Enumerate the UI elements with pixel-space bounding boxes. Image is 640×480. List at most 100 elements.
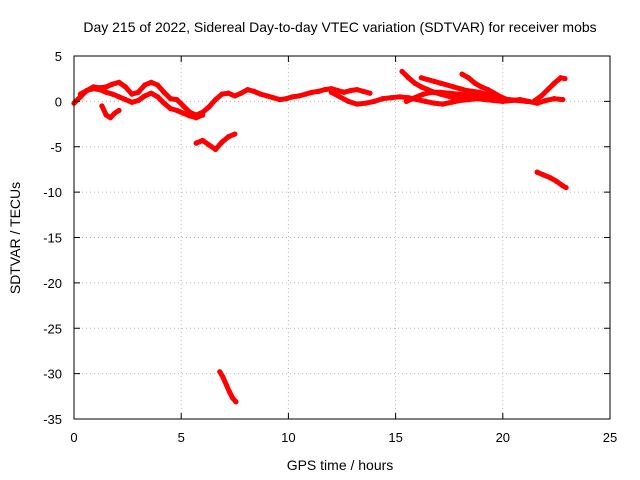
data-point [470,88,476,94]
data-point [388,95,394,101]
data-point [103,112,109,118]
data-point [429,89,435,95]
data-point [116,94,122,100]
data-point [540,172,547,178]
data-point [532,97,538,104]
data-point [212,96,219,103]
y-axis-label: SDTVAR / TECUs [7,182,23,294]
data-point [506,96,512,103]
y-tick-label: -20 [43,276,62,291]
data-point [142,93,148,99]
data-point [534,169,540,175]
data-point [219,91,225,97]
data-point [553,178,560,184]
y-tick-label: -25 [43,321,62,336]
data-point [371,98,377,104]
x-tick-label: 25 [603,430,617,445]
data-point [420,91,427,97]
x-tick-label: 5 [178,430,185,445]
data-point [217,369,223,375]
data-point [480,94,487,100]
data-point [103,84,109,90]
data-point [403,98,409,104]
data-point [457,96,463,102]
data-point [174,107,180,114]
data-point [563,184,569,191]
data-point [337,94,343,100]
data-point [233,399,239,405]
data-point [90,86,96,92]
y-tick-label: -15 [43,231,62,246]
data-point [232,131,238,137]
data-point [450,95,457,101]
data-point [423,98,429,104]
y-tick-label: -30 [43,367,62,382]
data-point [446,90,452,96]
data-point [431,78,437,85]
data-point [450,84,457,90]
data-point [367,90,373,96]
data-point [560,96,566,103]
data-point [219,139,225,145]
data-point [180,103,186,109]
data-point [418,84,424,90]
data-point [200,137,206,143]
y-tick-label: -5 [50,140,62,155]
data-point [245,86,251,93]
data-point [335,87,341,94]
chart-title: Day 215 of 2022, Sidereal Day-to-day VTE… [83,19,596,35]
data-point [116,107,122,114]
data-point [498,96,504,102]
data-point [440,101,446,107]
data-point [399,68,405,75]
data-point [448,99,454,105]
data-point [142,82,148,88]
data-point [328,89,334,95]
ticks [73,55,611,420]
data-point [225,90,231,96]
data-point [354,86,360,93]
grid [74,56,610,419]
data-point [463,96,469,103]
data-point [230,395,236,401]
data-point [238,90,244,96]
data-point [206,142,212,148]
data-point [463,92,469,98]
data-point [77,91,84,97]
data-point [425,76,431,83]
data-point [290,94,296,100]
data-point [347,87,354,94]
data-point [341,89,347,95]
data-point [155,82,161,88]
data-point [226,389,233,395]
x-tick-label: 0 [70,430,77,445]
data-point [309,89,315,95]
data-point [220,374,226,380]
x-tick-label: 15 [388,430,402,445]
data-point [491,90,497,96]
data-point [161,100,167,106]
data-point [223,381,229,388]
data-point [476,89,482,95]
data-point [109,81,116,87]
data-point [99,103,105,109]
data-point [107,115,114,121]
data-point [551,96,557,102]
x-tick-label: 10 [281,430,295,445]
data-point [264,93,270,99]
data-point [465,75,472,81]
data-point [103,89,109,95]
data-point [431,100,437,106]
data-point [558,75,564,81]
data-point [543,97,549,104]
data-point [412,95,418,101]
data-point [438,89,444,95]
data-point [97,86,103,93]
data-point [122,96,129,103]
data-point [135,97,141,104]
data-point [212,146,219,153]
data-point [397,94,403,100]
data-point [538,93,544,99]
data-point [489,95,495,101]
y-tick-labels: 5 0 -5 -10 -15 -20 -25 -30 -35 [43,49,62,427]
